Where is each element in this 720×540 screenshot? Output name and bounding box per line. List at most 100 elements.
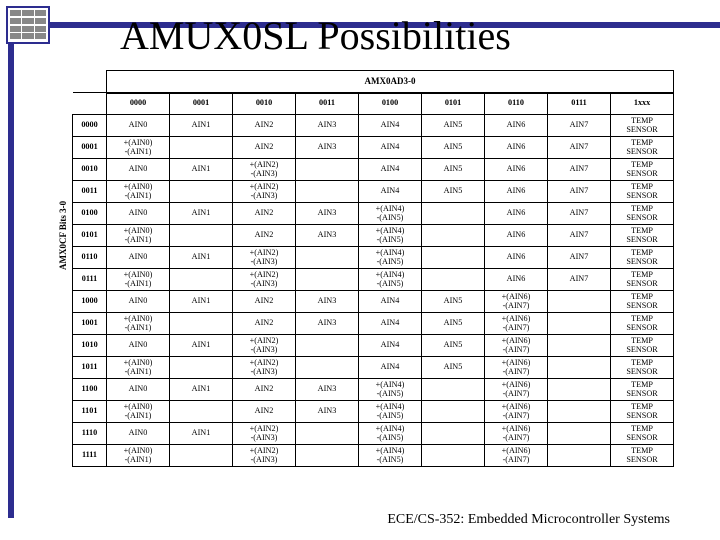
table-row: 1100AIN0AIN1AIN2AIN3+(AIN4)-(AIN5)+(AIN6… [73,379,674,401]
table-cell: +(AIN0)-(AIN1) [107,181,170,203]
table-cell [296,423,359,445]
table-cell: +(AIN6)-(AIN7) [485,423,548,445]
table-cell: AIN3 [296,379,359,401]
table-cell [170,313,233,335]
table-cell: AIN0 [107,115,170,137]
table-cell: TEMPSENSOR [611,357,674,379]
column-header-row: 000000010010001101000101011001111xxx [73,93,674,115]
table-row: 1001+(AIN0)-(AIN1)AIN2AIN3AIN4AIN5+(AIN6… [73,313,674,335]
table-cell: +(AIN2)-(AIN3) [233,269,296,291]
row-header: 1001 [73,313,107,335]
table-cell: AIN5 [422,181,485,203]
table-cell: +(AIN0)-(AIN1) [107,225,170,247]
row-header: 1111 [73,445,107,467]
table-cell: AIN7 [548,225,611,247]
table-cell: AIN3 [296,225,359,247]
table-cell: AIN4 [359,335,422,357]
table-cell: AIN4 [359,159,422,181]
table-cell: AIN1 [170,203,233,225]
table-cell: AIN7 [548,137,611,159]
table-cell: AIN6 [485,115,548,137]
table-cell [548,313,611,335]
table-cell: AIN3 [296,401,359,423]
table-cell: AIN6 [485,225,548,247]
table-cell: AIN7 [548,269,611,291]
table-cell [422,225,485,247]
table-cell: +(AIN0)-(AIN1) [107,137,170,159]
table-cell: AIN6 [485,247,548,269]
table-cell: AIN1 [170,423,233,445]
table-row: 0100AIN0AIN1AIN2AIN3+(AIN4)-(AIN5)AIN6AI… [73,203,674,225]
table-cell: AIN2 [233,291,296,313]
table-cell: TEMPSENSOR [611,115,674,137]
table-row: 0111+(AIN0)-(AIN1)+(AIN2)-(AIN3)+(AIN4)-… [73,269,674,291]
table-cell: AIN1 [170,291,233,313]
table-cell [422,401,485,423]
table-cell [548,445,611,467]
table-row: 0000AIN0AIN1AIN2AIN3AIN4AIN5AIN6AIN7TEMP… [73,115,674,137]
table-cell: +(AIN2)-(AIN3) [233,423,296,445]
table-cell [422,445,485,467]
table-cell: AIN2 [233,137,296,159]
table-cell: AIN7 [548,247,611,269]
row-header: 1101 [73,401,107,423]
table-cell: AIN3 [296,203,359,225]
table-cell: +(AIN6)-(AIN7) [485,379,548,401]
table-cell: AIN4 [359,313,422,335]
table-cell: TEMPSENSOR [611,445,674,467]
frame-left-bar [8,22,14,518]
table-cell: AIN4 [359,137,422,159]
row-header: 0101 [73,225,107,247]
table-cell [422,379,485,401]
row-axis-label: AMX0CF Bits 3-0 [58,201,68,270]
table-cell: AIN1 [170,159,233,181]
table-cell: AIN7 [548,181,611,203]
table-cell [548,423,611,445]
table-row: 1000AIN0AIN1AIN2AIN3AIN4AIN5+(AIN6)-(AIN… [73,291,674,313]
table-cell: AIN6 [485,203,548,225]
row-header: 1110 [73,423,107,445]
table-cell: +(AIN2)-(AIN3) [233,247,296,269]
table-cell: +(AIN0)-(AIN1) [107,445,170,467]
table-cell [296,269,359,291]
table-cell: AIN3 [296,291,359,313]
table-cell: +(AIN0)-(AIN1) [107,357,170,379]
table-row: 1101+(AIN0)-(AIN1)AIN2AIN3+(AIN4)-(AIN5)… [73,401,674,423]
column-header: 0101 [422,93,485,115]
table-cell [170,445,233,467]
table-cell: AIN0 [107,379,170,401]
table-cell: +(AIN2)-(AIN3) [233,335,296,357]
table-cell: +(AIN4)-(AIN5) [359,203,422,225]
table-cell: AIN2 [233,203,296,225]
column-header: 0001 [170,93,233,115]
row-header: 0000 [73,115,107,137]
table-cell [548,379,611,401]
table-cell [548,357,611,379]
table-cell: AIN4 [359,115,422,137]
row-header: 1011 [73,357,107,379]
table-cell: TEMPSENSOR [611,423,674,445]
row-header: 1010 [73,335,107,357]
row-header: 0100 [73,203,107,225]
table-cell: AIN4 [359,291,422,313]
slide-title: AMUX0SL Possibilities [120,12,511,59]
table-row: 1110AIN0AIN1+(AIN2)-(AIN3)+(AIN4)-(AIN5)… [73,423,674,445]
table-cell: +(AIN6)-(AIN7) [485,445,548,467]
table-row: 0001+(AIN0)-(AIN1)AIN2AIN3AIN4AIN5AIN6AI… [73,137,674,159]
table-cell: AIN5 [422,291,485,313]
slide-footer: ECE/CS-352: Embedded Microcontroller Sys… [387,512,670,528]
column-header: 0110 [485,93,548,115]
table-cell: TEMPSENSOR [611,159,674,181]
table-cell: AIN7 [548,159,611,181]
table-cell: +(AIN4)-(AIN5) [359,401,422,423]
table-cell: AIN2 [233,401,296,423]
row-header: 0001 [73,137,107,159]
table-cell: +(AIN2)-(AIN3) [233,445,296,467]
table-cell: +(AIN0)-(AIN1) [107,313,170,335]
table-corner [73,71,107,93]
table-row: 1111+(AIN0)-(AIN1)+(AIN2)-(AIN3)+(AIN4)-… [73,445,674,467]
table-cell [422,247,485,269]
table-cell [548,401,611,423]
table-cell: +(AIN6)-(AIN7) [485,401,548,423]
table-row: 1010AIN0AIN1+(AIN2)-(AIN3)AIN4AIN5+(AIN6… [73,335,674,357]
